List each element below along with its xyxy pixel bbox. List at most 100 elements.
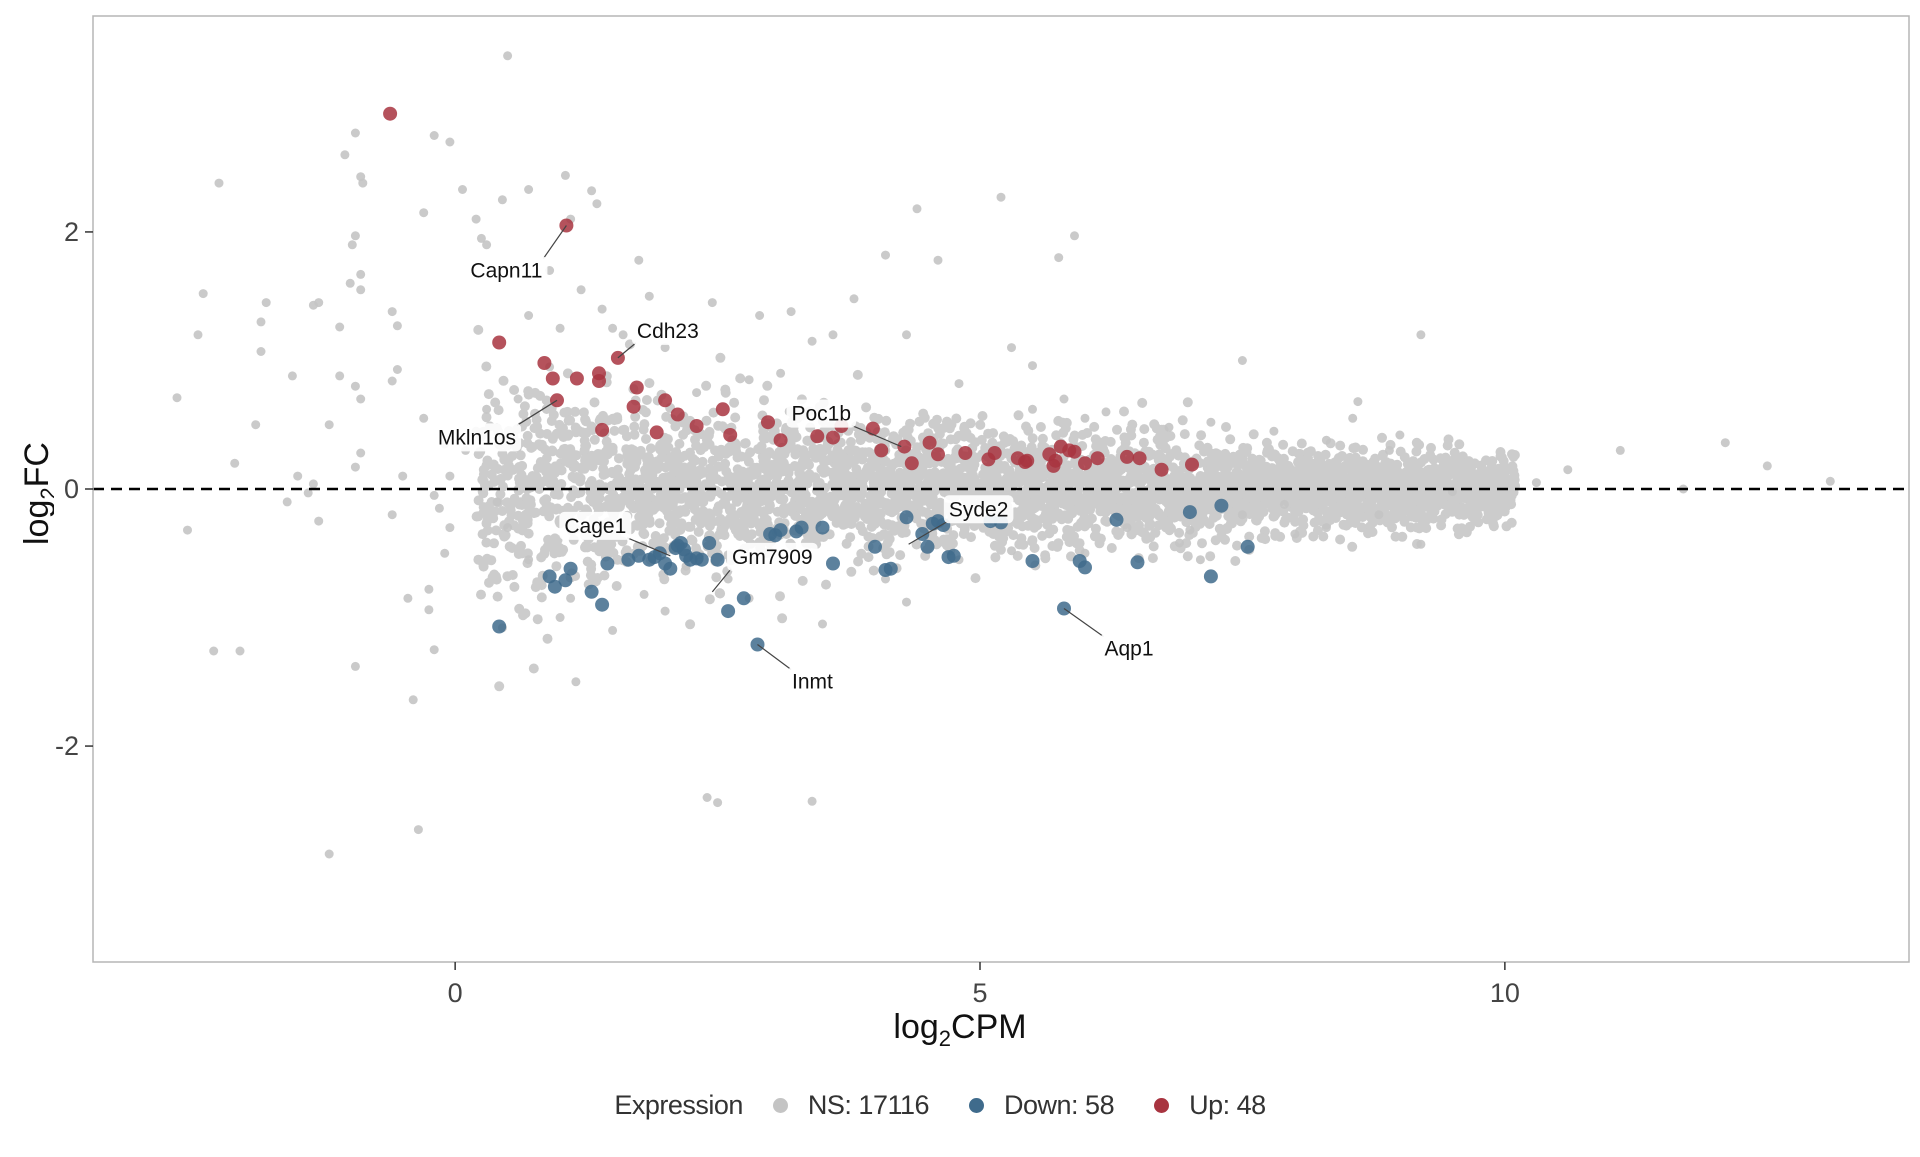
annotation-connector (757, 644, 792, 671)
point-ns (387, 376, 397, 386)
point-down (883, 561, 898, 576)
annotation-connector (1063, 608, 1104, 638)
point-ns (387, 307, 397, 317)
point-ns (471, 214, 481, 224)
point-ns (1269, 426, 1279, 436)
point-down (868, 539, 882, 554)
point-ns (482, 240, 492, 250)
point-up (595, 422, 610, 437)
series-ns (172, 51, 1835, 859)
point-up (492, 335, 507, 350)
point-down (1214, 498, 1229, 513)
point-ns (1059, 394, 1069, 404)
annotation-label-bg (432, 423, 522, 452)
point-ns (419, 208, 429, 218)
annotation-label-bg (943, 495, 1014, 524)
point-ns (350, 661, 360, 671)
point-down (899, 510, 914, 525)
point-ns (597, 304, 607, 314)
legend-item-down: Down: 58 (969, 1090, 1115, 1121)
legend-label-up: Up: 48 (1189, 1089, 1266, 1120)
point-ns (1348, 413, 1358, 423)
point-up (626, 399, 641, 414)
point-ns (350, 462, 360, 472)
point-ns (1054, 253, 1064, 263)
point-ns (902, 330, 911, 340)
y-tick-label: 2 (64, 217, 79, 247)
point-ns (571, 677, 581, 687)
point-up (569, 371, 584, 386)
point-down (915, 527, 930, 541)
point-ns (440, 548, 450, 558)
point-up (723, 428, 738, 442)
point-down (1130, 555, 1145, 570)
point-ns (555, 613, 565, 622)
series-up (383, 106, 1199, 477)
point-ns (335, 371, 345, 381)
point-ns (755, 311, 765, 320)
legend-key-ns (772, 1097, 788, 1113)
point-ns (660, 606, 670, 616)
svg-text:log2FC: log2FC (18, 442, 54, 545)
legend-title: Expression (614, 1089, 743, 1120)
x-tick-label: 10 (1490, 978, 1520, 1008)
y-tick-label: -2 (55, 731, 79, 761)
point-ns (424, 605, 434, 615)
point-up (592, 366, 606, 381)
point-ns (828, 330, 838, 340)
point-down (1182, 505, 1197, 520)
point-down (1240, 539, 1255, 554)
point-ns (429, 645, 439, 655)
point-down (647, 550, 662, 565)
point-ns (1279, 499, 1289, 509)
point-down (677, 542, 691, 557)
point-down (946, 548, 961, 563)
x-axis-title-rest: CPM (951, 1008, 1027, 1046)
point-up (1154, 462, 1169, 477)
point-ns (235, 646, 245, 656)
point-ns (497, 195, 507, 205)
annotation-connector (908, 520, 949, 545)
point-ns (639, 589, 649, 599)
point-ns (707, 298, 717, 308)
point-ns (308, 479, 318, 489)
point-down (710, 552, 725, 567)
point-ns (492, 497, 502, 507)
point-ns (1237, 356, 1247, 365)
point-ns (356, 394, 366, 404)
point-ns (1185, 525, 1195, 535)
point-down (542, 569, 557, 584)
x-axis-title: log2CPM (0, 1008, 1920, 1052)
point-ns (954, 379, 964, 389)
point-ns (1070, 231, 1079, 241)
point-up (897, 439, 912, 454)
point-up (1078, 456, 1092, 471)
point-ns (1080, 413, 1090, 423)
point-ns (424, 584, 434, 594)
point-down (683, 552, 698, 567)
point-down (920, 539, 935, 554)
point-ns (172, 393, 182, 403)
point-ns (350, 128, 360, 138)
point-down (1203, 569, 1218, 584)
point-ns (1321, 435, 1331, 445)
point-up (1048, 453, 1063, 468)
point-ns (193, 330, 203, 340)
point-ns (356, 269, 366, 279)
point-ns (503, 523, 513, 533)
point-ns (256, 317, 266, 327)
point-ns (303, 488, 313, 498)
point-ns (849, 294, 859, 304)
point-down (600, 556, 615, 571)
legend-label-ns: NS: 17116 (807, 1089, 930, 1120)
legend: Expression NS: 17116 Down: 58 Up: 48 (0, 1080, 1920, 1130)
point-ns (198, 289, 208, 299)
point-ns (1175, 538, 1184, 548)
point-up (1020, 453, 1035, 468)
point-ns (881, 250, 890, 260)
point-ns (392, 365, 402, 374)
point-ns (324, 420, 334, 430)
y-axis-title-base: log (18, 500, 54, 545)
point-ns (429, 490, 439, 500)
